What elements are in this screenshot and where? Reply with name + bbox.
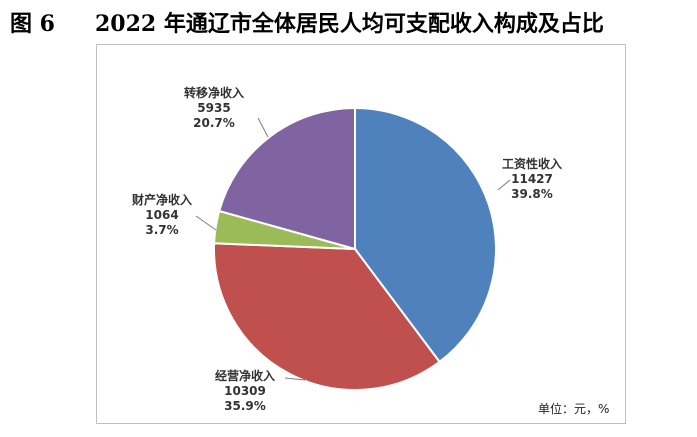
figure-number: 图 6 xyxy=(10,11,55,37)
figure-title: 图 6 2022 年通辽市全体居民人均可支配收入构成及占比 xyxy=(10,6,695,37)
slice-label: 工资性收入 11427 39.8% xyxy=(502,156,562,201)
pie-slice xyxy=(354,106,497,364)
leader-line xyxy=(497,179,511,191)
pie-slice xyxy=(217,106,356,251)
slice-label: 经营净收入 10309 35.9% xyxy=(215,368,275,413)
unit-note: 单位：元，% xyxy=(538,401,609,416)
pie-slice xyxy=(213,242,441,391)
leader-line xyxy=(284,377,306,381)
slice-label: 财产净收入 1064 3.7% xyxy=(131,192,192,237)
slice-label: 转移净收入 5935 20.7% xyxy=(184,85,244,130)
leader-line xyxy=(257,117,269,138)
leader-line xyxy=(195,215,217,231)
figure-title-text: 2022 年通辽市全体居民人均可支配收入构成及占比 xyxy=(94,11,604,37)
